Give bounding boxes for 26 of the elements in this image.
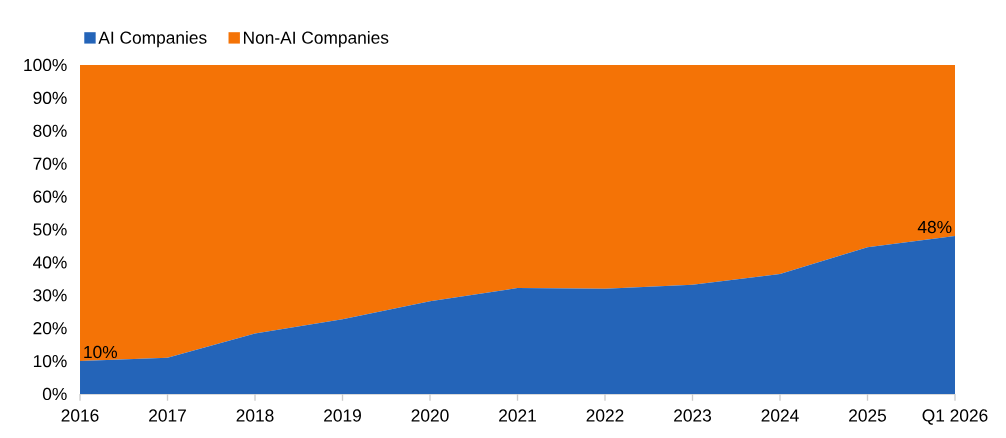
y-tick-label: 20%	[33, 322, 67, 335]
y-tick-label: 100%	[24, 58, 67, 72]
data-label: 10%	[84, 345, 118, 359]
x-tick-label: 2024	[761, 409, 799, 422]
data-label: 48%	[917, 220, 952, 234]
y-tick-label: 0%	[42, 387, 67, 401]
x-tick-label: 2020	[411, 409, 449, 422]
y-tick-label: 10%	[33, 354, 67, 368]
y-tick-label: 40%	[33, 256, 67, 269]
x-tick-label: Q1 2026	[922, 409, 988, 425]
x-tick-label: 2017	[149, 409, 186, 422]
y-tick-label: 30%	[33, 289, 67, 302]
y-tick-label: 60%	[33, 190, 67, 203]
x-tick-label: 2019	[324, 409, 361, 422]
x-tick-label: 2021	[499, 409, 536, 422]
x-tick-label: 2025	[849, 409, 887, 422]
legend-label: Non-AI Companies	[243, 31, 389, 48]
x-tick-label: 2022	[586, 409, 624, 422]
x-tick-label: 2016	[61, 409, 99, 422]
x-tick-label: 2023	[674, 409, 712, 422]
x-tick-label: 2018	[236, 409, 274, 422]
legend-label: AI Companies	[98, 31, 207, 48]
y-tick-label: 80%	[33, 124, 67, 137]
y-tick-label: 50%	[33, 223, 67, 236]
y-tick-label: 70%	[33, 157, 67, 170]
y-tick-label: 90%	[33, 91, 67, 105]
